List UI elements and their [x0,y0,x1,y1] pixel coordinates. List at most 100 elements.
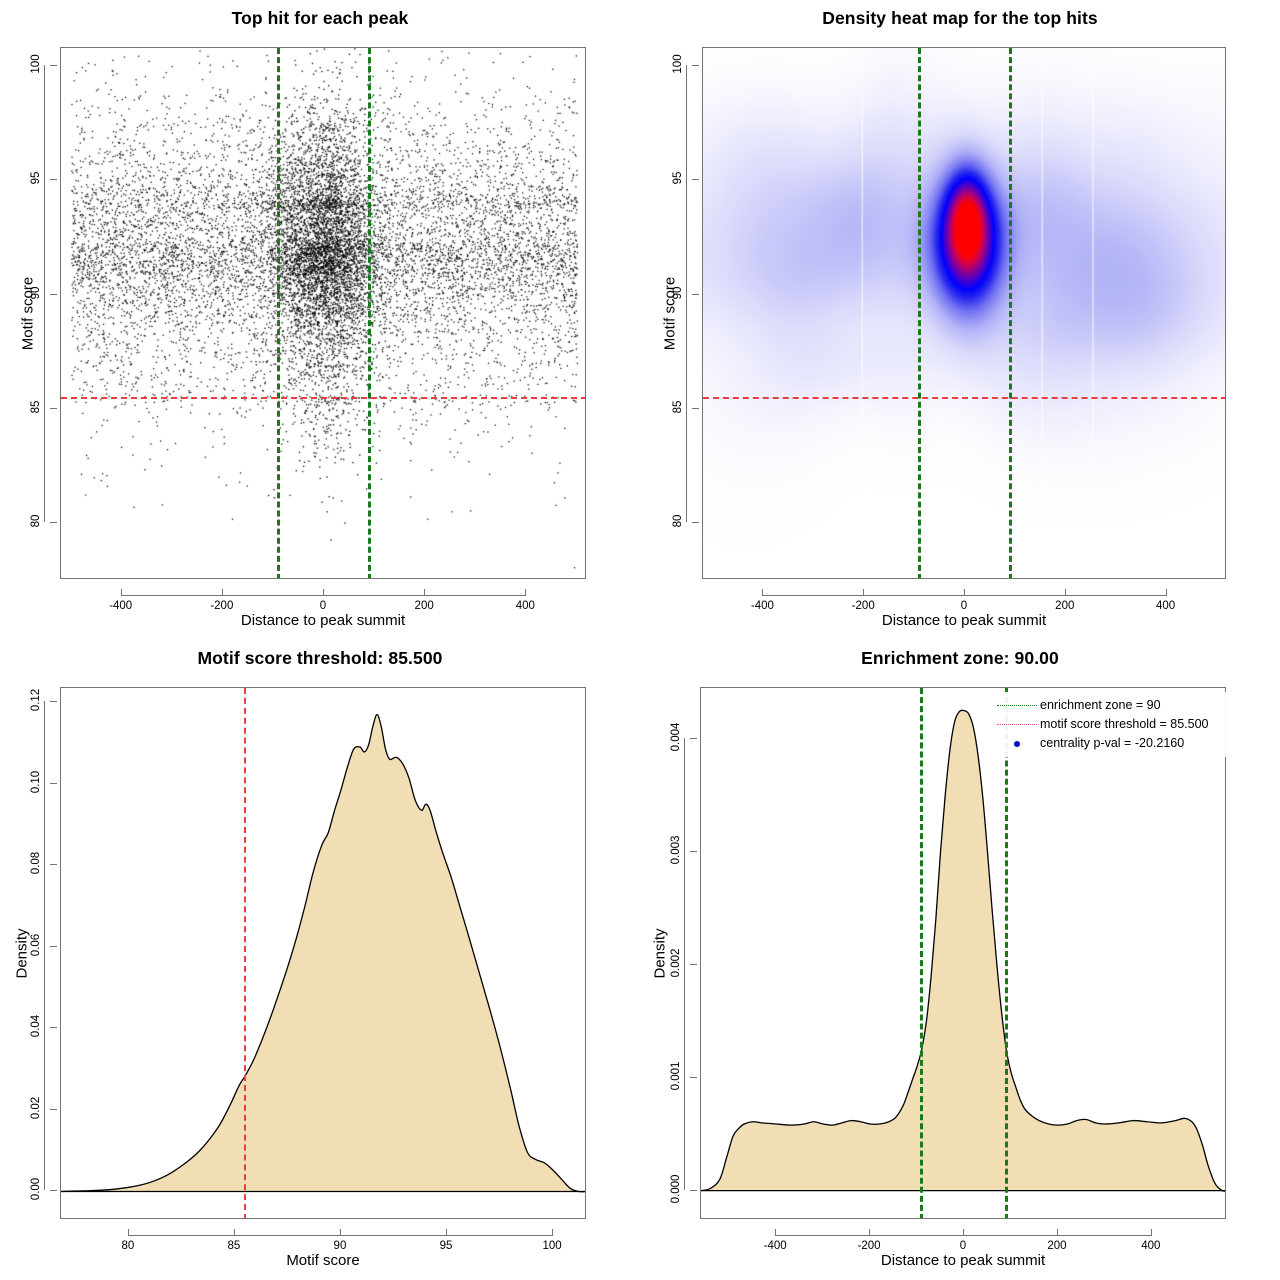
y-axis-line [684,737,685,1190]
x-axis-tick [1150,1229,1152,1236]
density-curve [61,713,585,1193]
y-axis-tick [50,293,57,295]
density-area-fill [701,710,1225,1192]
enrichment-zone-line [920,688,924,1218]
x-axis-tick-label: 85 [227,1240,241,1252]
x-axis-tick [339,1229,341,1236]
x-axis-tick-label: -400 [763,1240,787,1252]
chart-legend: enrichment zone = 90 motif score threshol… [990,692,1230,757]
x-axis-tick-label: 90 [333,1240,347,1252]
y-axis-tick-label: 85 [672,400,684,414]
plot-area-motif-density [60,687,586,1219]
y-axis-tick [690,850,697,852]
x-axis-line [120,595,526,596]
y-axis-tick [50,1190,57,1192]
panel-title: Top hit for each peak [231,8,409,28]
x-axis-tick [221,589,223,596]
legend-key-green-dotted-line [994,705,1040,706]
y-axis-tick-label: 100 [30,54,42,74]
y-axis-tick-label: 80 [672,514,684,528]
legend-key-red-dotted-line [994,724,1040,725]
y-axis-tick-label: 0.02 [30,1096,42,1120]
panel-title: Enrichment zone: 90.00 [861,648,1059,668]
panel-enrichment-zone-density: Enrichment zone: 90.00 -400 -200 0 200 400 0.… [640,640,1280,1280]
x-axis-tick-label: 400 [1141,1240,1161,1252]
x-axis-label: Distance to peak summit [240,612,406,629]
x-axis-tick [963,1229,964,1236]
y-axis-tick-label: 0.00 [30,1178,42,1201]
x-axis-tick [525,589,527,596]
dotted-line-icon [997,724,1037,725]
y-axis-tick-label: 0.000 [670,1174,682,1204]
enrichment-zone-line [1008,48,1012,578]
y-axis-tick [690,1076,697,1078]
y-axis-tick-label: 0.04 [30,1015,42,1038]
legend-item-label: centrality p-val = -20.2160 [1040,736,1185,750]
x-axis-tick-label: 200 [1047,1240,1067,1252]
legend-item: centrality p-val = -20.2160 [994,734,1224,753]
x-axis-tick-label: 100 [542,1240,562,1252]
legend-item-label: enrichment zone = 90 [1040,698,1161,712]
panel-title: Density heat map for the top hits [822,8,1098,28]
x-axis-tick [1165,589,1167,596]
y-axis-tick-label: 0.10 [30,770,42,793]
x-axis-tick-label: 80 [121,1240,135,1252]
panel-top-hit-scatter: Top hit for each peak -400 -200 0 200 400 80 8… [0,0,640,640]
y-axis-tick-label: 0.12 [30,689,42,712]
y-axis-tick-label: 100 [672,54,684,74]
x-axis-tick [233,1229,235,1236]
y-axis-tick [50,1027,57,1029]
y-axis-tick-label: 0.08 [30,852,42,875]
y-axis-tick [50,521,57,523]
x-axis-line [775,1235,1151,1236]
y-axis-tick [692,65,699,67]
density-curve [701,709,1225,1192]
x-axis-tick [120,589,122,596]
y-axis-line [44,701,45,1191]
y-axis-tick [50,864,57,866]
y-axis-tick-label: 95 [30,172,42,185]
y-axis-tick [692,293,699,295]
y-axis-tick [50,179,57,181]
enrichment-zone-line [1004,688,1008,1218]
x-axis-tick [869,1229,871,1236]
x-axis-tick-label: 0 [960,600,968,612]
blue-dot-icon [1014,740,1020,747]
density-area-fill [61,714,585,1192]
x-axis-tick [552,1229,554,1236]
x-axis-tick [127,1229,129,1236]
x-axis-tick-label: 200 [1055,600,1075,612]
x-axis-tick [964,589,965,596]
x-axis-tick [1056,1229,1058,1236]
y-axis-tick [50,65,57,67]
y-axis-tick [50,701,57,703]
x-axis-tick-label: 200 [414,600,434,612]
x-axis-line [762,595,1166,596]
y-axis-label: Density [651,928,669,979]
x-axis-tick-label: -400 [750,600,774,612]
x-axis-tick-label: 0 [319,600,327,612]
legend-item: motif score threshold = 85.500 [994,715,1224,734]
dotted-line-icon [997,705,1037,706]
x-axis-tick [1064,589,1066,596]
plot-area-enrichment-density [700,687,1226,1219]
y-axis-line [686,65,687,522]
x-axis-tick-label: -200 [210,600,234,612]
y-axis-label: Motif score [661,276,679,351]
x-axis-tick [424,589,426,596]
x-axis-label: Distance to peak summit [881,612,1047,629]
x-axis-tick-label: 400 [1155,600,1176,612]
y-axis-tick-label: 85 [30,400,42,414]
y-axis-label: Motif score [19,276,37,351]
x-axis-tick [446,1229,448,1236]
x-axis-label: Distance to peak summit [880,1252,1046,1269]
y-axis-tick [50,1108,57,1110]
y-axis-tick [690,963,697,965]
y-axis-tick [692,179,699,181]
x-axis-tick [775,1229,777,1236]
x-axis-tick-label: -400 [109,600,133,612]
legend-item: enrichment zone = 90 [994,696,1224,715]
y-axis-tick-label: 0.06 [30,933,42,957]
x-axis-tick [323,589,324,596]
